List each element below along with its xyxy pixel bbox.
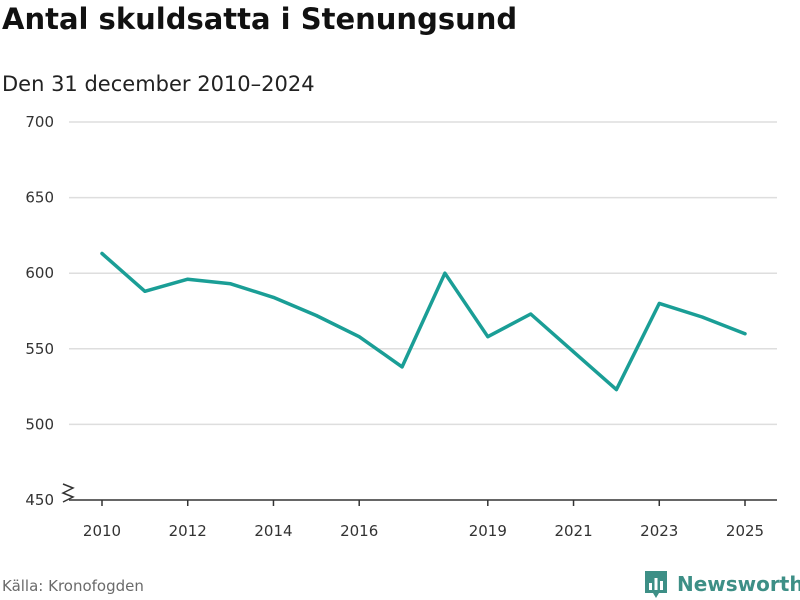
x-axis: 2010 2012 2014 2016 2019 2021 2023 2025: [61, 483, 777, 540]
y-tick-label-500: 500: [25, 415, 54, 433]
data-point-2011: [143, 289, 147, 293]
data-point-2022: [614, 388, 618, 392]
x-tick-label-2014: 2014: [254, 522, 292, 540]
brand-name: Newsworthy: [677, 572, 800, 596]
bar-chart-speech-icon: [645, 571, 667, 598]
series-layer: [100, 251, 747, 392]
x-tick-label-2016: 2016: [340, 522, 378, 540]
y-tick-label-700: 700: [25, 113, 54, 131]
x-tick-label-2019: 2019: [469, 522, 507, 540]
y-tick-label-550: 550: [25, 340, 54, 358]
x-tick-label-2012: 2012: [169, 522, 207, 540]
y-tick-label-600: 600: [25, 264, 54, 282]
data-point-2015: [314, 314, 318, 318]
y-tick-label-650: 650: [25, 189, 54, 207]
data-point-2012: [186, 277, 190, 281]
data-point-2016: [357, 335, 361, 339]
data-point-2018: [443, 271, 447, 275]
x-tick-label-2025: 2025: [726, 522, 764, 540]
x-tick-label-2021: 2021: [554, 522, 592, 540]
data-point-2024: [700, 315, 704, 319]
x-tick-label-2023: 2023: [640, 522, 678, 540]
data-point-2023: [657, 301, 661, 305]
axis-break-icon: [61, 483, 75, 503]
data-point-2014: [271, 295, 275, 299]
data-point-2020: [529, 312, 533, 316]
source-note: Källa: Kronofogden: [2, 577, 144, 595]
chart-title: Antal skuldsatta i Stenungsund: [2, 2, 518, 36]
data-point-2017: [400, 365, 404, 369]
brand-logo: Newsworthy: [643, 569, 800, 599]
data-point-2013: [229, 282, 233, 286]
chart-subtitle: Den 31 december 2010–2024: [2, 72, 315, 96]
y-axis-labels: 450 500 550 600 650 700: [25, 113, 54, 509]
y-tick-label-450: 450: [25, 491, 54, 509]
x-tick-label-2010: 2010: [83, 522, 121, 540]
data-point-2025: [743, 332, 747, 336]
data-point-2021: [572, 350, 576, 354]
gridlines: [69, 121, 777, 426]
data-point-2010: [100, 252, 104, 256]
data-point-2019: [486, 335, 490, 339]
series-line-0: [100, 251, 747, 392]
